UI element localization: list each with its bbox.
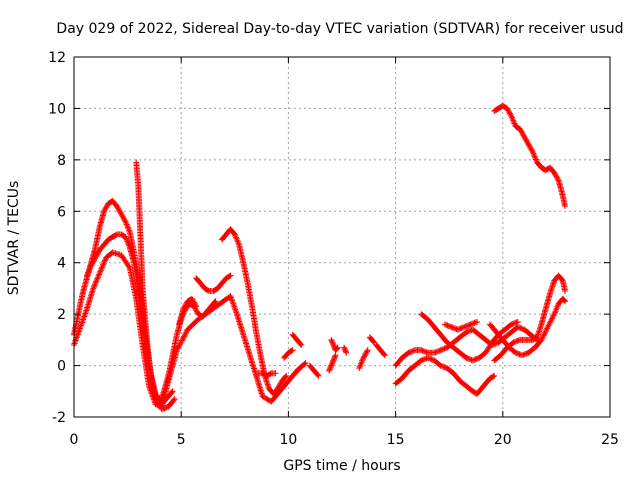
series-arc-j	[306, 362, 322, 379]
series-markers	[328, 336, 341, 354]
series-arc-d	[176, 295, 200, 328]
series-arc-s	[418, 311, 521, 364]
chart-title: Day 029 of 2022, Sidereal Day-to-day VTE…	[56, 21, 623, 37]
series-arc-w	[491, 102, 568, 210]
series-markers	[491, 272, 568, 364]
y-tick-label: 4	[57, 256, 66, 272]
series-markers	[281, 347, 296, 361]
y-tick-label: -2	[52, 410, 66, 426]
series-markers	[255, 370, 279, 379]
series-markers	[83, 231, 176, 408]
series-markers	[326, 352, 339, 374]
series-markers	[193, 272, 234, 294]
axis-ticks	[73, 56, 611, 418]
series-arc-r	[392, 324, 541, 369]
series-arc-p	[373, 342, 388, 359]
x-tick-label: 25	[601, 432, 619, 448]
series-markers	[491, 102, 568, 210]
series-arc-n	[356, 347, 371, 372]
plot-frame	[73, 56, 611, 418]
x-axis-label: GPS time / hours	[283, 458, 400, 474]
series-markers	[306, 362, 322, 379]
x-tick-label: 20	[494, 432, 512, 448]
series-markers	[373, 342, 388, 359]
series-arc-t	[441, 318, 481, 333]
y-axis-label: SDTVAR / TECUs	[6, 181, 22, 296]
y-tick-labels: -2 0 2 4 6 8 10 12	[48, 50, 66, 426]
series-markers	[392, 324, 541, 369]
x-tick-label: 10	[279, 432, 297, 448]
series-arc-h	[281, 347, 296, 361]
series-markers	[356, 347, 371, 372]
series-markers	[366, 334, 378, 346]
series-arc-m	[341, 344, 350, 356]
series-arc-g	[255, 370, 279, 379]
series-markers	[289, 331, 305, 348]
y-tick-label: 12	[48, 50, 66, 66]
x-tick-label: 0	[70, 432, 79, 448]
grid-lines	[74, 57, 610, 417]
y-tick-label: 10	[48, 101, 66, 117]
data-series	[71, 102, 568, 413]
series-markers	[418, 311, 521, 364]
series-arc-c	[83, 231, 176, 408]
series-spike	[133, 159, 178, 413]
series-arc-q	[392, 354, 498, 397]
series-arc-i	[289, 331, 305, 348]
x-tick-labels: 0 5 10 15 20 25	[70, 432, 619, 448]
series-arc-v	[491, 272, 568, 364]
series-markers	[392, 354, 498, 397]
series-arc-l	[328, 336, 341, 354]
series-arc-a	[71, 249, 309, 410]
y-tick-label: 0	[57, 359, 66, 375]
series-markers	[71, 249, 309, 410]
series-markers	[441, 318, 481, 333]
series-arc-k	[326, 352, 339, 374]
y-tick-label: 8	[57, 153, 66, 169]
series-markers	[486, 295, 568, 359]
x-tick-label: 5	[177, 432, 186, 448]
series-markers	[341, 344, 350, 356]
series-markers	[176, 295, 200, 328]
y-tick-label: 2	[57, 307, 66, 323]
series-arc-e	[193, 272, 234, 294]
y-tick-label: 6	[57, 204, 66, 220]
series-markers	[133, 159, 178, 413]
series-arc-o	[366, 334, 378, 346]
series-arc-u	[486, 295, 568, 359]
x-tick-label: 15	[387, 432, 405, 448]
